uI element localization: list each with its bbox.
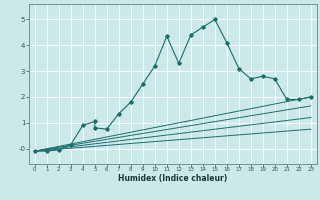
X-axis label: Humidex (Indice chaleur): Humidex (Indice chaleur) bbox=[118, 174, 228, 183]
